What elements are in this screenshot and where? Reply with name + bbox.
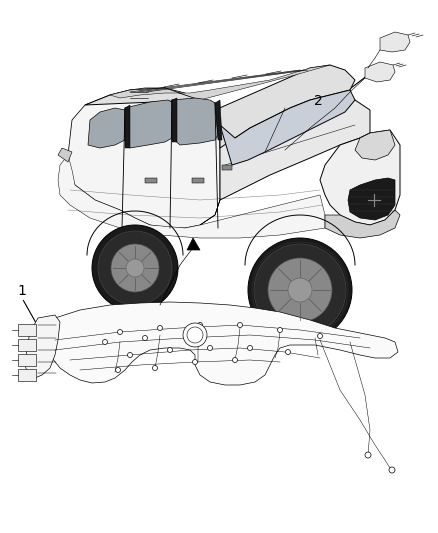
Polygon shape: [68, 88, 220, 228]
Polygon shape: [18, 369, 36, 381]
Circle shape: [198, 322, 202, 327]
Polygon shape: [365, 62, 395, 82]
Polygon shape: [220, 95, 370, 200]
Circle shape: [286, 350, 290, 354]
Circle shape: [237, 322, 243, 327]
Polygon shape: [172, 98, 218, 145]
Circle shape: [111, 244, 159, 292]
Text: 2: 2: [314, 94, 322, 108]
Polygon shape: [88, 108, 125, 148]
Polygon shape: [320, 130, 400, 225]
Circle shape: [318, 334, 322, 338]
Polygon shape: [18, 324, 36, 336]
Polygon shape: [125, 105, 130, 148]
Circle shape: [208, 345, 212, 351]
Circle shape: [126, 259, 144, 277]
Circle shape: [278, 327, 283, 333]
Circle shape: [92, 225, 178, 311]
Polygon shape: [172, 98, 177, 142]
Circle shape: [288, 278, 312, 302]
Circle shape: [158, 326, 162, 330]
Polygon shape: [325, 210, 400, 238]
Circle shape: [192, 359, 198, 365]
Polygon shape: [18, 339, 36, 351]
Polygon shape: [187, 238, 200, 250]
Circle shape: [365, 452, 371, 458]
Circle shape: [167, 348, 173, 352]
Polygon shape: [192, 178, 204, 183]
Circle shape: [98, 231, 172, 305]
Circle shape: [183, 323, 207, 347]
Polygon shape: [125, 100, 172, 148]
Circle shape: [254, 244, 346, 336]
Circle shape: [233, 358, 237, 362]
Text: 1: 1: [18, 284, 26, 298]
Polygon shape: [145, 178, 157, 183]
Circle shape: [142, 335, 148, 341]
Circle shape: [102, 340, 107, 344]
Polygon shape: [18, 354, 36, 366]
Polygon shape: [215, 100, 222, 140]
Circle shape: [152, 366, 158, 370]
Circle shape: [116, 367, 120, 373]
Polygon shape: [110, 65, 330, 100]
Polygon shape: [25, 315, 60, 378]
Polygon shape: [355, 130, 395, 160]
Polygon shape: [222, 165, 232, 170]
Polygon shape: [380, 32, 410, 52]
Polygon shape: [348, 178, 395, 220]
Circle shape: [127, 352, 133, 358]
Circle shape: [268, 258, 332, 322]
Polygon shape: [50, 302, 398, 385]
Polygon shape: [58, 148, 72, 162]
Circle shape: [389, 467, 395, 473]
Polygon shape: [85, 65, 355, 148]
Circle shape: [248, 238, 352, 342]
Circle shape: [117, 329, 123, 335]
Polygon shape: [58, 155, 325, 238]
Polygon shape: [220, 90, 355, 165]
Circle shape: [247, 345, 252, 351]
